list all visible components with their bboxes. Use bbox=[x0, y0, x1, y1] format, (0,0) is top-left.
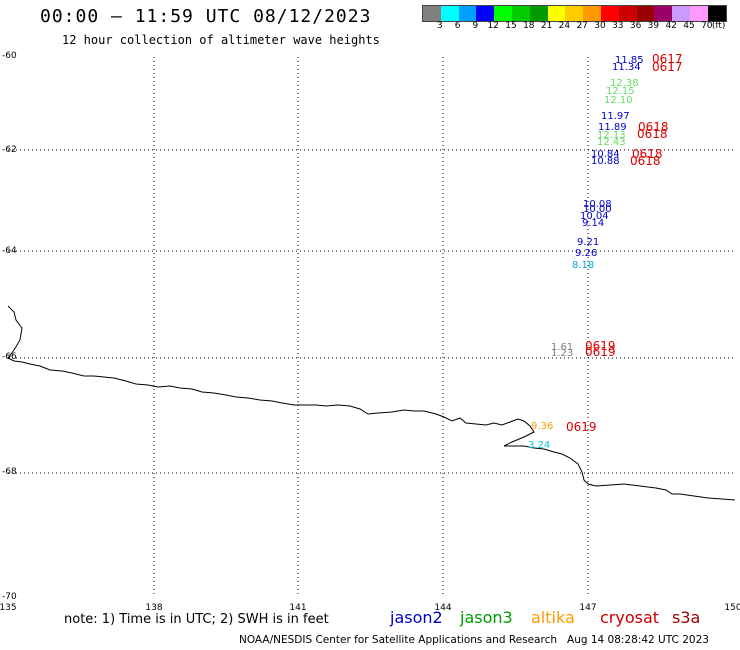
scale-label: 3 bbox=[436, 21, 443, 31]
scale-label: 70 bbox=[701, 21, 713, 31]
wave-height-value: 10.88 bbox=[591, 156, 620, 167]
legend-s3a: s3a bbox=[672, 608, 701, 627]
scale-label: 42 bbox=[665, 21, 677, 31]
legend-altika: altika bbox=[531, 608, 575, 627]
scale-swatch bbox=[600, 6, 619, 21]
scale-swatch bbox=[511, 6, 530, 21]
wave-height-value: 11.85 bbox=[615, 55, 644, 66]
graticule bbox=[8, 57, 735, 597]
scale-swatch bbox=[672, 6, 690, 21]
time-label: 0618 bbox=[637, 127, 668, 141]
longitude-label: 150 bbox=[724, 603, 740, 613]
credit-org: NOAA/NESDIS Center for Satellite Applica… bbox=[239, 634, 557, 646]
longitude-label: 144 bbox=[434, 603, 452, 613]
wave-height-value: 10.08 bbox=[583, 199, 612, 210]
footer-note: note: 1) Time is in UTC; 2) SWH is in fe… bbox=[64, 612, 329, 627]
scale-swatch bbox=[583, 6, 601, 21]
wave-height-value: 8.18 bbox=[572, 260, 594, 271]
wave-height-value: 1.61 bbox=[551, 342, 573, 353]
legend-jason2: jason2 bbox=[390, 608, 443, 627]
wave-height-value: 9.21 bbox=[577, 237, 599, 248]
time-label: 0619 bbox=[585, 345, 616, 359]
credit-timestamp: Aug 14 08:28:42 UTC 2023 bbox=[567, 634, 709, 646]
wave-height-value: 9.36 bbox=[531, 421, 553, 432]
scale-label: 9 bbox=[472, 21, 479, 31]
scale-swatch bbox=[618, 6, 637, 21]
scale-swatch bbox=[689, 6, 708, 21]
time-label: 0619 bbox=[585, 339, 616, 353]
latitude-label: -68 bbox=[2, 467, 17, 477]
scale-swatch bbox=[707, 6, 726, 21]
page-title: 00:00 – 11:59 UTC 08/12/2023 bbox=[40, 6, 372, 27]
scale-label: 30 bbox=[594, 21, 606, 31]
scale-swatch bbox=[476, 6, 495, 21]
scale-label: 27 bbox=[576, 21, 588, 31]
time-label: 0619 bbox=[566, 420, 597, 434]
time-label: 0617 bbox=[652, 60, 683, 74]
latitude-label: -62 bbox=[2, 145, 17, 155]
time-label: 0618 bbox=[630, 154, 661, 168]
wave-height-value: 1.23 bbox=[551, 348, 573, 359]
footer-credit: NOAA/NESDIS Center for Satellite Applica… bbox=[239, 634, 709, 646]
scale-label: 36 bbox=[629, 21, 642, 31]
time-label: 0618 bbox=[632, 147, 663, 161]
latitude-label: -64 bbox=[2, 246, 17, 256]
wave-height-value: 11.34 bbox=[612, 62, 641, 73]
longitude-label: 141 bbox=[289, 603, 307, 613]
scale-label: 39 bbox=[647, 21, 660, 31]
legend-jason3: jason3 bbox=[460, 608, 513, 627]
wave-height-value: 9.26 bbox=[575, 248, 597, 259]
time-label: 0617 bbox=[652, 52, 683, 66]
page-subtitle: 12 hour collection of altimeter wave hei… bbox=[62, 33, 380, 47]
color-scale-bar bbox=[422, 5, 727, 22]
wave-height-value: 12.38 bbox=[610, 78, 639, 89]
scale-swatch bbox=[440, 6, 459, 21]
scale-label: 15 bbox=[505, 21, 517, 31]
wave-height-value: 12.13 bbox=[597, 130, 626, 141]
scale-label: 45 bbox=[683, 21, 695, 31]
scale-label: 21 bbox=[540, 21, 553, 31]
longitude-label: 135 bbox=[0, 603, 17, 613]
wave-height-value: 11.97 bbox=[601, 111, 630, 122]
legend-cryosat: cryosat bbox=[600, 608, 660, 627]
longitude-label: 138 bbox=[145, 603, 163, 613]
scale-swatch bbox=[423, 6, 441, 21]
scale-swatch bbox=[636, 6, 655, 21]
wave-height-value: 10.84 bbox=[591, 149, 620, 160]
wave-height-value: 3.24 bbox=[528, 440, 550, 451]
scale-label: (ft) bbox=[711, 21, 726, 31]
wave-height-value: 10.04 bbox=[580, 211, 609, 222]
color-scale-labels: 3 6 9 12 15 18 21 24 27 30 33 36 39 42 45 70 (ft) bbox=[422, 21, 740, 35]
longitude-label: 147 bbox=[579, 603, 597, 613]
wave-height-value: 12.43 bbox=[597, 137, 626, 148]
scale-swatch bbox=[654, 6, 673, 21]
latitude-label: -60 bbox=[2, 51, 17, 61]
scale-label: 33 bbox=[612, 21, 624, 31]
scale-label: 18 bbox=[523, 21, 535, 31]
scale-swatch bbox=[494, 6, 512, 21]
wave-height-value: 9.14 bbox=[582, 218, 604, 229]
wave-height-value: 11.89 bbox=[598, 122, 627, 133]
scale-label: 12 bbox=[487, 21, 499, 31]
scale-swatch bbox=[565, 6, 584, 21]
coastline bbox=[7, 305, 736, 501]
scale-label: 6 bbox=[454, 21, 461, 31]
scale-label: 24 bbox=[558, 21, 571, 31]
wave-height-value: 12.15 bbox=[606, 86, 635, 97]
time-label: 0618 bbox=[638, 120, 669, 134]
scale-swatch bbox=[529, 6, 548, 21]
wave-height-value: 10.00 bbox=[583, 204, 612, 215]
scale-swatch bbox=[547, 6, 566, 21]
latitude-label: -66 bbox=[2, 352, 17, 362]
wave-height-value: 12.10 bbox=[604, 95, 633, 106]
scale-swatch bbox=[458, 6, 477, 21]
latitude-label: -70 bbox=[2, 592, 17, 602]
